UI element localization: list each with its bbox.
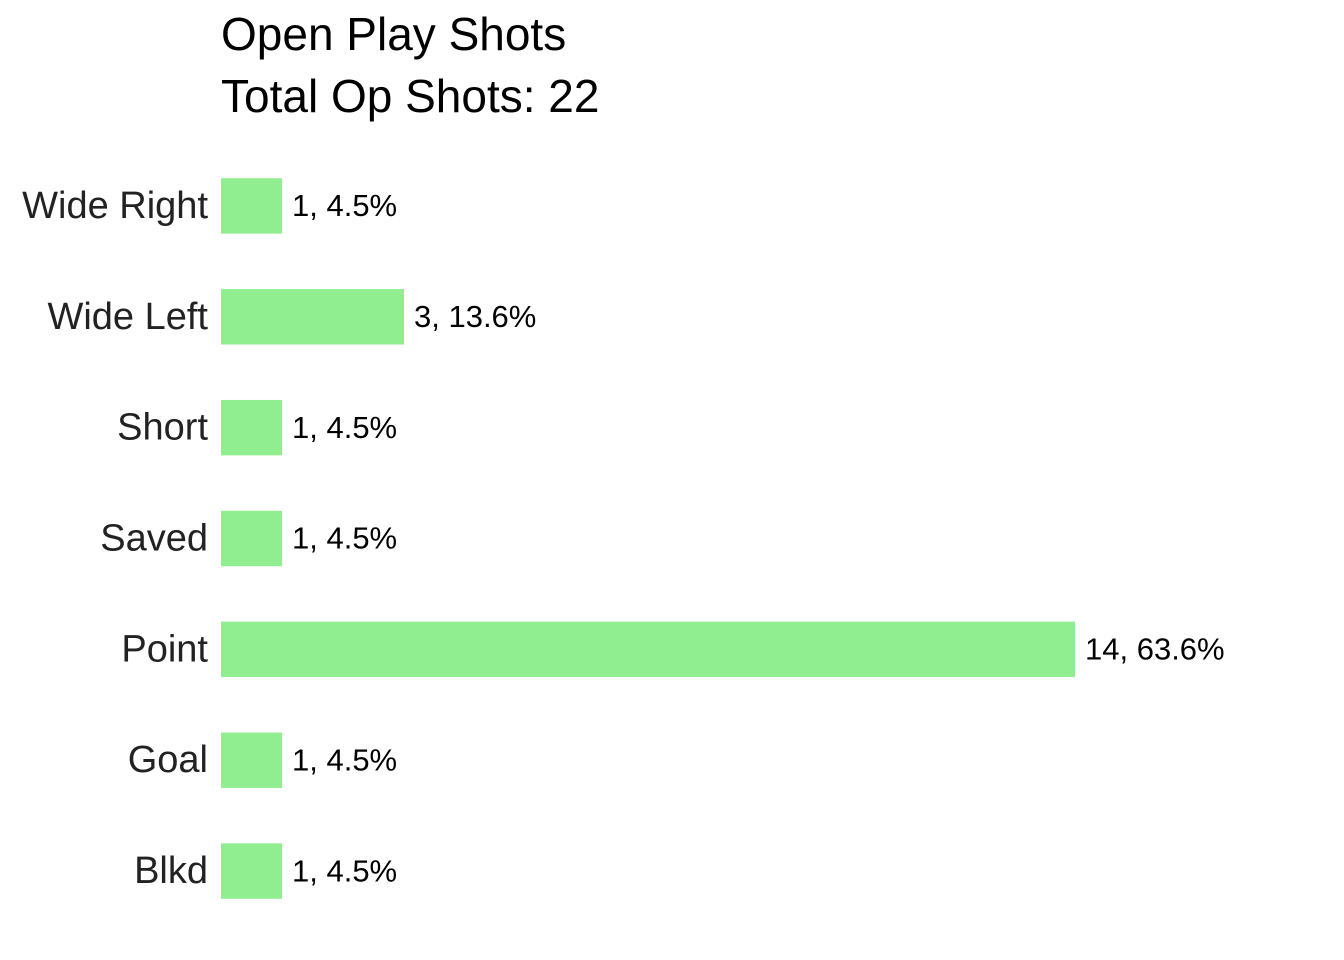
data-label: 1, 4.5% — [292, 853, 397, 888]
chart-title: Open Play Shots — [221, 8, 566, 60]
y-tick-label: Short — [117, 407, 208, 449]
bar — [221, 621, 1075, 678]
data-label: 1, 4.5% — [292, 410, 397, 445]
bar — [221, 510, 282, 567]
y-tick-label: Goal — [128, 739, 208, 781]
y-tick-label: Wide Left — [47, 296, 208, 338]
y-tick-label: Saved — [100, 518, 208, 560]
bar — [221, 178, 282, 234]
chart-subtitle: Total Op Shots: 22 — [221, 70, 599, 122]
bar — [221, 399, 282, 456]
y-tick-label: Point — [121, 628, 208, 670]
y-tick-label: Blkd — [134, 850, 208, 892]
data-label: 1, 4.5% — [292, 742, 397, 777]
bar — [221, 843, 282, 899]
data-label: 3, 13.6% — [414, 299, 536, 334]
y-tick-label: Wide Right — [22, 185, 208, 227]
data-label: 1, 4.5% — [292, 521, 397, 556]
data-label: 1, 4.5% — [292, 188, 397, 223]
data-label: 14, 63.6% — [1085, 632, 1225, 667]
bar — [221, 289, 404, 345]
bar — [221, 732, 282, 788]
